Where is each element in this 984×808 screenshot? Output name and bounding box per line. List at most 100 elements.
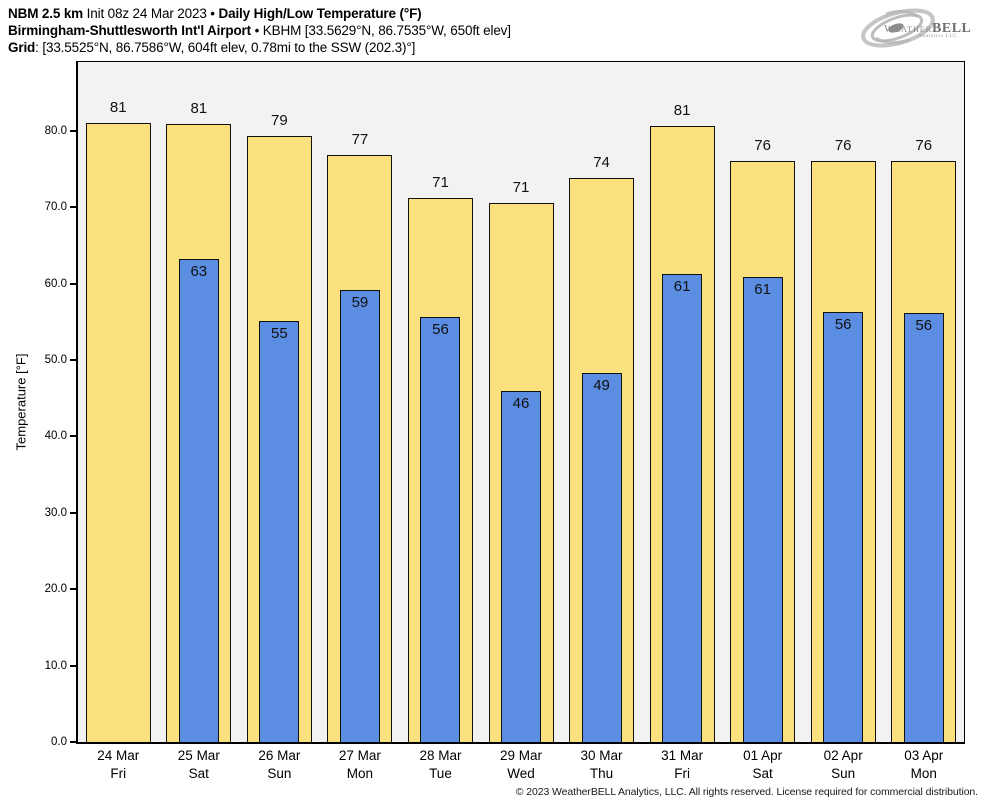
x-tick-label-date: 02 Apr xyxy=(823,748,863,763)
station-coords: • KBHM [33.5629°N, 86.7535°W, 650ft elev… xyxy=(251,23,511,38)
grid-coords: : [33.5525°N, 86.7586°W, 604ft elev, 0.7… xyxy=(35,40,416,55)
y-tick xyxy=(70,129,76,132)
grid-label: Grid xyxy=(8,40,36,55)
x-tick-label: 01 Apr Sat xyxy=(718,747,808,783)
x-tick-label-day: Sun xyxy=(831,766,856,781)
x-tick-label-date: 24 Mar xyxy=(97,748,140,763)
low-value-label: 49 xyxy=(593,376,610,394)
high-value-label: 81 xyxy=(190,99,208,117)
y-tick xyxy=(70,282,76,285)
low-bar xyxy=(581,372,622,742)
x-tick-label-date: 27 Mar xyxy=(338,748,381,763)
low-bar xyxy=(178,259,219,742)
plot-area: 0.0 10.0 20.0 30.0 40.0 50.0 60.0 70.0 80.0 81 81 6… xyxy=(45,61,965,748)
low-bar xyxy=(823,311,864,742)
x-tick-label: 03 Apr Mon xyxy=(879,747,969,783)
x-tick-label-date: 03 Apr xyxy=(904,748,944,763)
x-tick-label-date: 25 Mar xyxy=(177,748,220,763)
high-value-label: 71 xyxy=(432,174,449,191)
x-tick-label: 30 Mar Thu xyxy=(557,747,647,783)
low-value-label: 55 xyxy=(271,325,288,342)
weatherbell-logo: WeatherBELL Analytics LLC xyxy=(858,2,976,54)
low-value-label: 56 xyxy=(432,321,449,339)
x-tick-label: 26 Mar Sun xyxy=(234,747,324,783)
y-tick xyxy=(70,435,76,438)
copyright-footer: © 2023 WeatherBELL Analytics, LLC. All r… xyxy=(515,786,978,798)
x-tick-label-date: 28 Mar xyxy=(419,748,462,763)
header-line-2: Birmingham-Shuttlesworth Int'l Airport •… xyxy=(8,22,511,39)
y-tick xyxy=(70,358,76,361)
x-tick-label-date: 30 Mar xyxy=(580,748,623,763)
page-title: Daily High/Low Temperature (°F) xyxy=(218,6,422,21)
low-bar xyxy=(742,277,783,742)
high-value-label: 71 xyxy=(512,178,530,196)
low-bar xyxy=(903,313,944,742)
x-tick-label-day: Fri xyxy=(674,766,690,781)
logo-subtext: Analytics LLC xyxy=(918,33,958,39)
low-value-label: 61 xyxy=(673,278,691,296)
low-bar xyxy=(501,390,541,742)
station-name: Birmingham-Shuttlesworth Int'l Airport xyxy=(8,23,252,38)
high-value-label: 77 xyxy=(351,131,369,149)
header-line-1: NBM 2.5 km Init 08z 24 Mar 2023 • Daily … xyxy=(8,5,511,22)
high-value-label: 81 xyxy=(673,102,691,120)
swirl-icon xyxy=(861,8,935,48)
x-tick-label-day: Fri xyxy=(110,766,127,781)
high-value-label: 76 xyxy=(754,136,771,154)
x-tick-label: 28 Mar Tue xyxy=(395,747,485,783)
x-tick-label: 29 Mar Wed xyxy=(476,747,566,783)
y-tick xyxy=(70,511,76,514)
low-value-label: 46 xyxy=(512,394,530,412)
x-tick-label-date: 01 Apr xyxy=(743,748,783,763)
low-value-label: 59 xyxy=(351,293,369,311)
y-tick-label: 40.0 xyxy=(44,430,67,443)
low-bar xyxy=(420,317,461,742)
x-tick-label: 31 Mar Fri xyxy=(637,747,727,783)
x-tick-label-day: Wed xyxy=(507,766,535,781)
x-tick-label-day: Tue xyxy=(429,766,452,781)
y-tick xyxy=(70,588,76,591)
low-value-label: 63 xyxy=(190,263,208,281)
low-bar xyxy=(339,289,380,742)
chart-header: NBM 2.5 km Init 08z 24 Mar 2023 • Daily … xyxy=(8,5,511,56)
header-line-3: Grid: [33.5525°N, 86.7586°W, 604ft elev,… xyxy=(8,39,511,56)
low-bar xyxy=(259,321,300,742)
x-tick-label-date: 31 Mar xyxy=(661,748,704,763)
y-tick-label: 30.0 xyxy=(44,506,67,519)
x-tick-label: 25 Mar Sat xyxy=(154,747,244,783)
x-tick-label-date: 26 Mar xyxy=(258,748,301,763)
low-bar xyxy=(662,274,703,742)
low-value-label: 61 xyxy=(754,281,771,299)
model-name: NBM 2.5 km xyxy=(8,6,84,21)
high-value-label: 76 xyxy=(915,136,933,154)
low-value-label: 56 xyxy=(834,315,852,333)
y-tick-label: 20.0 xyxy=(44,583,67,596)
y-tick xyxy=(70,664,76,667)
y-tick xyxy=(70,206,76,209)
high-value-label: 76 xyxy=(834,137,852,155)
x-tick-label-day: Mon xyxy=(910,766,937,781)
high-bar xyxy=(85,123,151,742)
logo-weather-text: Weather xyxy=(884,23,933,35)
y-tick xyxy=(70,741,76,743)
y-tick-label: 70.0 xyxy=(44,201,67,214)
high-value-label: 79 xyxy=(271,112,288,130)
y-tick-label: 80.0 xyxy=(44,124,67,137)
logo-wordmark: WeatherBELL xyxy=(884,19,971,37)
x-tick-label-day: Sat xyxy=(188,766,209,781)
y-tick-label: 0.0 xyxy=(51,736,67,748)
logo-bell-text: BELL xyxy=(932,21,972,36)
x-tick-label-date: 29 Mar xyxy=(499,748,543,763)
y-tick-label: 10.0 xyxy=(44,659,67,672)
init-time: Init 08z 24 Mar 2023 • xyxy=(83,6,219,21)
x-tick-label-day: Thu xyxy=(589,766,614,781)
x-tick-label-day: Sun xyxy=(267,766,292,781)
x-tick-label: 27 Mar Mon xyxy=(315,747,405,783)
y-tick-label: 50.0 xyxy=(44,353,67,366)
x-tick-label: 02 Apr Sun xyxy=(798,747,888,783)
x-tick-label-day: Sat xyxy=(752,766,773,781)
x-tick-label-day: Mon xyxy=(346,766,374,781)
x-tick-label: 24 Mar Fri xyxy=(73,747,163,783)
y-tick-label: 60.0 xyxy=(44,277,67,290)
